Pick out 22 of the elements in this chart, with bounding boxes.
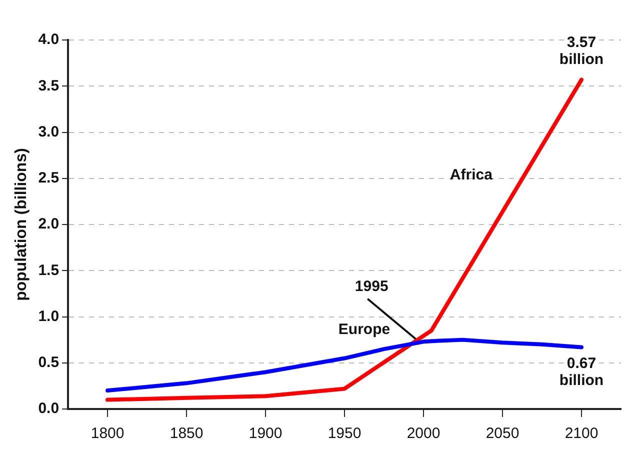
x-tick-label: 1850 [170, 425, 204, 442]
y-tick-label: 1.0 [38, 308, 60, 325]
series-label: Africa [450, 166, 494, 184]
y-tick-label: 4.0 [38, 31, 60, 48]
x-tick-label: 1800 [90, 425, 124, 442]
x-tick-label: 1950 [328, 425, 362, 442]
x-tick-label: 2050 [486, 425, 520, 442]
x-tick-label: 2100 [564, 425, 598, 442]
y-tick-label: 0.0 [38, 400, 60, 418]
data-label: 3.57 billion [558, 34, 605, 68]
y-tick-label: 2.5 [38, 170, 60, 187]
annotation: 1995 [354, 278, 388, 296]
x-tick-label: 2000 [406, 425, 440, 442]
y-tick-label: 1.5 [38, 262, 60, 279]
y-tick-label: 0.5 [38, 354, 60, 372]
data-label: 0.67 billion [558, 355, 605, 390]
series-label: Europe [338, 320, 390, 338]
y-tick-label: 2.0 [38, 216, 60, 233]
y-tick-label: 3.0 [38, 123, 60, 140]
x-tick-label: 1900 [248, 425, 282, 442]
y-axis-title: population (billions) [13, 148, 30, 301]
y-tick-label: 3.5 [38, 77, 60, 94]
